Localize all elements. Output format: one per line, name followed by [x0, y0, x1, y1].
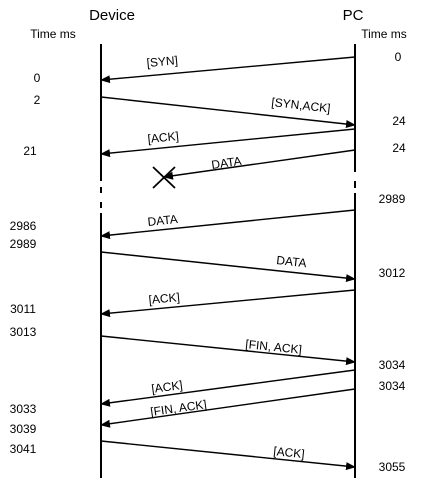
pc-time-label: Time ms [361, 27, 407, 41]
device-time-label: Time ms [30, 27, 76, 41]
pc-time: 3034 [379, 379, 406, 393]
pc-time: 3012 [379, 266, 406, 280]
message-arrow [100, 251, 356, 283]
message-label: [ACK] [148, 290, 181, 307]
pc-time: 3034 [379, 358, 406, 372]
message-label: [SYN] [146, 53, 178, 70]
message-arrow [100, 128, 356, 158]
pc-time: 3055 [379, 460, 406, 474]
device-time: 2986 [10, 219, 37, 233]
message-arrow [100, 96, 356, 128]
message-label: DATA [147, 212, 178, 229]
message-label: [SYN,ACK] [271, 95, 332, 115]
pc-time: 24 [392, 141, 406, 155]
message-arrow [100, 440, 356, 471]
device-title: Device [89, 7, 135, 24]
message-arrow [100, 335, 356, 366]
device-time: 21 [23, 144, 37, 158]
message-arrow [100, 56, 356, 84]
message-label: [FIN, ACK] [245, 337, 303, 357]
pc-title: PC [343, 7, 364, 24]
device-time: 2989 [10, 237, 37, 251]
lost-message-arrow [163, 149, 356, 180]
message-arrow [100, 289, 356, 318]
message-arrow [100, 209, 356, 240]
device-time: 0 [34, 71, 41, 85]
device-time: 3033 [10, 402, 37, 416]
message-arrow [100, 388, 356, 428]
message-label: [ACK] [151, 378, 184, 396]
lost-packet-x-icon [152, 166, 176, 189]
device-time: 2 [34, 93, 41, 107]
device-time: 3039 [10, 422, 37, 436]
device-time: 3013 [10, 325, 37, 339]
pc-time: 2989 [379, 192, 406, 206]
pc-time: 0 [395, 50, 402, 64]
message-arrow [100, 369, 356, 407]
device-time: 3011 [10, 302, 36, 316]
message-label: DATA [210, 154, 242, 172]
message-label: [FIN, ACK] [149, 397, 207, 419]
message-label: [ACK] [147, 129, 180, 146]
message-label: DATA [276, 253, 308, 270]
pc-time: 24 [392, 114, 406, 128]
message-label: [ACK] [273, 444, 306, 461]
device-time: 3041 [10, 442, 37, 456]
